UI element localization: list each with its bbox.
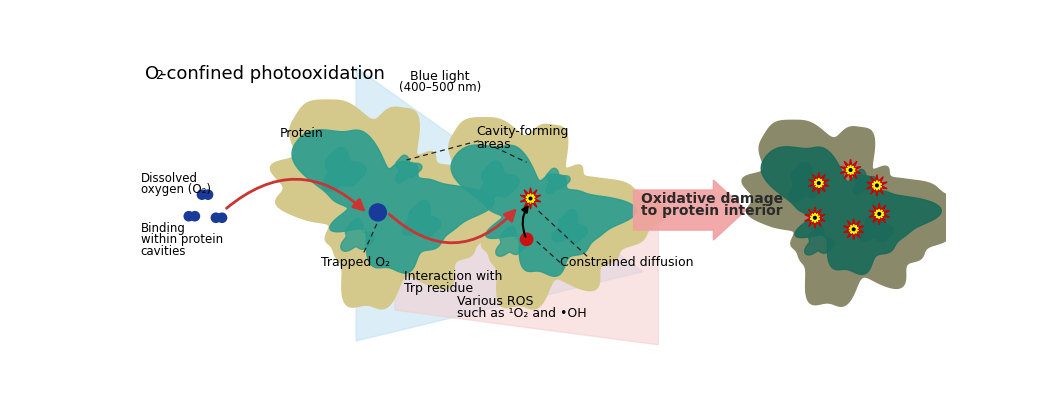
Polygon shape (479, 161, 519, 202)
Polygon shape (810, 213, 820, 222)
Text: Binding: Binding (141, 222, 186, 235)
Polygon shape (860, 210, 893, 242)
Text: Cavity-forming: Cavity-forming (476, 125, 569, 138)
Circle shape (211, 213, 221, 222)
Polygon shape (815, 178, 823, 188)
Text: cavities: cavities (141, 245, 186, 258)
Polygon shape (431, 118, 668, 309)
Text: within protein: within protein (141, 233, 223, 246)
Text: (400–500 nm): (400–500 nm) (398, 81, 481, 94)
Text: -confined photooxidation: -confined photooxidation (160, 65, 385, 83)
Circle shape (875, 184, 879, 187)
Circle shape (184, 212, 193, 221)
Text: Interaction with: Interaction with (405, 270, 502, 283)
Circle shape (204, 190, 212, 199)
Polygon shape (843, 218, 864, 240)
Circle shape (529, 197, 532, 200)
Polygon shape (552, 210, 588, 243)
Text: Constrained diffusion: Constrained diffusion (560, 256, 694, 269)
Polygon shape (761, 147, 942, 274)
Polygon shape (526, 194, 535, 204)
Text: O: O (145, 65, 160, 83)
Polygon shape (840, 159, 861, 181)
Polygon shape (323, 147, 366, 191)
Polygon shape (742, 120, 972, 306)
Polygon shape (292, 130, 494, 273)
Circle shape (852, 228, 856, 231)
Text: Trapped O₂: Trapped O₂ (322, 256, 390, 269)
Text: Blue light: Blue light (410, 70, 470, 83)
Circle shape (878, 212, 881, 215)
FancyArrow shape (634, 180, 746, 240)
Polygon shape (808, 172, 829, 194)
Circle shape (218, 213, 227, 222)
Polygon shape (403, 200, 440, 237)
Polygon shape (805, 207, 825, 229)
Polygon shape (846, 165, 856, 175)
Polygon shape (520, 188, 541, 209)
Polygon shape (872, 181, 882, 190)
Text: Dissolved: Dissolved (141, 172, 198, 185)
Circle shape (818, 182, 820, 185)
Circle shape (198, 190, 207, 199)
Polygon shape (395, 214, 658, 345)
Polygon shape (451, 145, 636, 276)
Text: Various ROS: Various ROS (457, 295, 533, 308)
Polygon shape (396, 155, 421, 183)
Polygon shape (869, 203, 889, 225)
Circle shape (190, 212, 200, 221)
Polygon shape (849, 224, 859, 234)
Circle shape (369, 204, 387, 221)
Polygon shape (547, 168, 570, 194)
Polygon shape (853, 169, 877, 194)
Text: such as ¹O₂ and •OH: such as ¹O₂ and •OH (457, 307, 586, 320)
Text: areas: areas (476, 138, 511, 151)
Polygon shape (874, 209, 884, 219)
Polygon shape (356, 68, 643, 341)
Circle shape (849, 169, 852, 171)
Polygon shape (805, 226, 834, 255)
Polygon shape (341, 219, 374, 251)
Polygon shape (788, 162, 827, 202)
Text: 2: 2 (156, 69, 163, 82)
Text: to protein interior: to protein interior (641, 204, 783, 218)
Text: oxygen (O₂): oxygen (O₂) (141, 183, 210, 196)
Text: Oxidative damage: Oxidative damage (641, 191, 783, 206)
Polygon shape (867, 174, 887, 196)
Polygon shape (496, 226, 527, 256)
Text: Protein: Protein (281, 127, 324, 140)
Circle shape (520, 233, 533, 245)
Polygon shape (270, 100, 529, 309)
Text: Trp residue: Trp residue (405, 283, 473, 295)
Circle shape (813, 216, 817, 219)
